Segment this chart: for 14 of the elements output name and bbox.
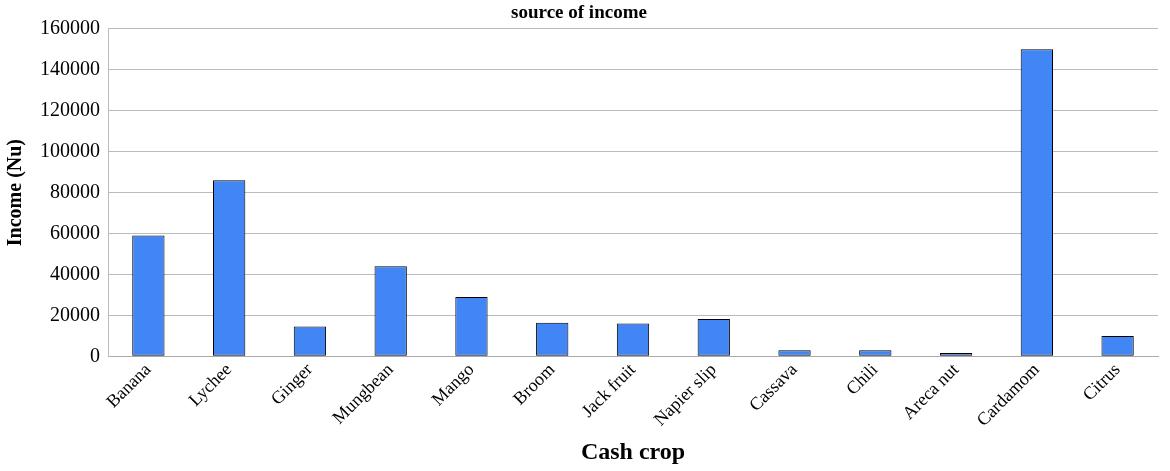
y-tick-label: 120000 (40, 97, 100, 120)
y-tick-label: 0 (90, 343, 100, 366)
y-tick-label: 140000 (40, 57, 100, 79)
x-tick-label: Jack fruit (577, 359, 640, 421)
chart-title: source of income (511, 1, 647, 23)
y-tick-label: 20000 (50, 302, 100, 325)
y-tick-label: 160000 (40, 16, 100, 39)
y-tick-label: 40000 (50, 261, 100, 284)
y-tick-label: 60000 (50, 220, 100, 243)
y-tick-label: 100000 (40, 138, 100, 161)
y-tick-label: 80000 (50, 179, 100, 202)
x-tick-label: Chili (841, 359, 882, 399)
y-axis-title: Income (Nu) (3, 138, 27, 247)
x-axis-title: Cash crop (580, 437, 686, 464)
